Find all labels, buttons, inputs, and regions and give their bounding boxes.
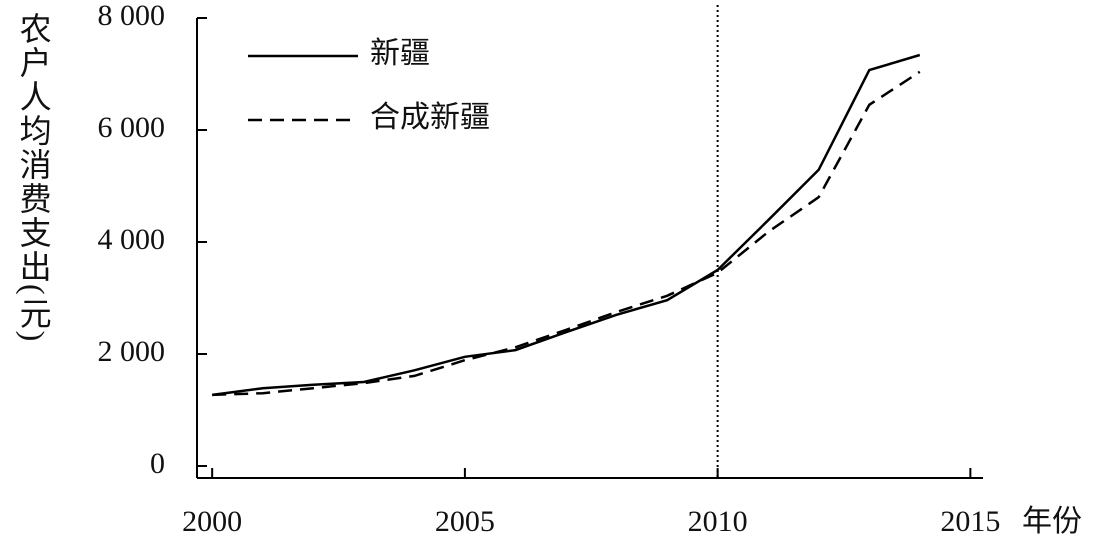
x-tick-label: 2010 — [688, 505, 748, 538]
x-tick-label: 2000 — [182, 505, 242, 538]
x-tick-label: 2005 — [435, 505, 495, 538]
legend-label: 合成新疆 — [370, 101, 490, 134]
y-tick-label: 6 000 — [98, 111, 166, 144]
y-tick-label: 4 000 — [98, 223, 166, 256]
x-axis-label: 年份 — [1022, 505, 1082, 538]
y-tick-label: 8 000 — [98, 0, 166, 32]
y-tick-label: 2 000 — [98, 335, 166, 368]
data-line — [212, 70, 921, 397]
data-line — [212, 53, 921, 397]
x-tick-label: 2015 — [940, 505, 1000, 538]
legend-label: 新疆 — [370, 37, 430, 70]
y-axis-label: 农户人均消费支出(元) — [16, 12, 52, 343]
y-tick-label: 0 — [150, 447, 165, 480]
